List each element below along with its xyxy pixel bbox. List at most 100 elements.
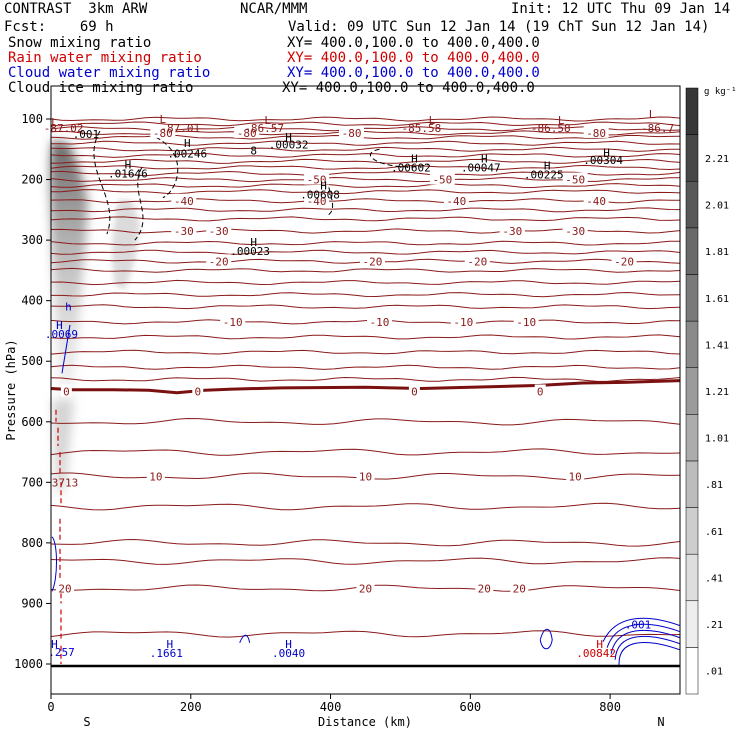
cloudwater-label: .0069 bbox=[45, 328, 78, 341]
contour-label-bg bbox=[192, 384, 204, 397]
center-title: NCAR/MMM bbox=[240, 1, 308, 17]
extra-label: -85.58 bbox=[402, 122, 442, 135]
contour-label-bg bbox=[366, 314, 392, 327]
x-tick-label: 600 bbox=[459, 700, 481, 714]
contour-label: -10 bbox=[453, 316, 473, 329]
cloudice-contours bbox=[93, 130, 429, 241]
contour-label: -20 bbox=[614, 255, 634, 268]
forecast-hour: Fcst: 69 h bbox=[4, 19, 114, 35]
cloudwater-label: .00842 bbox=[576, 647, 616, 660]
field-cloudice-name: Cloud ice mixing ratio bbox=[8, 80, 194, 96]
extra-label: -87.02 bbox=[44, 122, 84, 135]
extra-label: .00608 bbox=[300, 189, 340, 202]
contour-label-bg bbox=[220, 314, 246, 327]
temp-contour-line bbox=[50, 417, 681, 426]
colorbar-label: 1.61 bbox=[705, 294, 729, 305]
temp-contour-line bbox=[50, 183, 681, 189]
temp-contour-line bbox=[50, 240, 681, 246]
x-end-label-north: N bbox=[657, 715, 664, 729]
contour-label-bg bbox=[146, 469, 165, 482]
colorbar-label: .61 bbox=[705, 527, 723, 538]
field-rain-name: Rain water mixing ratio bbox=[8, 50, 202, 66]
contour-label: -80 bbox=[153, 127, 173, 140]
contour-label: 10 bbox=[359, 470, 372, 483]
cloudwater-contour-right bbox=[618, 642, 681, 666]
temp-contour-line bbox=[50, 198, 681, 204]
contour-label: -20 bbox=[467, 255, 487, 268]
low-marker: L bbox=[649, 108, 656, 121]
high-marker: H bbox=[411, 152, 418, 165]
contour-label: 0 bbox=[537, 386, 544, 399]
contour-label: 20 bbox=[58, 582, 71, 595]
valid-time: Valid: 09 UTC Sun 12 Jan 14 (19 ChT Sun … bbox=[288, 19, 710, 35]
field-snow-xy: XY= 400.0,100.0 to 400.0,400.0 bbox=[287, 35, 540, 51]
cloudwater-label: .1661 bbox=[150, 647, 183, 660]
x-axis-label: Distance (km) bbox=[318, 715, 412, 729]
colorbar-swatch bbox=[685, 647, 699, 695]
contour-labels: -80 -80 -80 -80-50 -50 -50-40 -40 -40 -40-30 -30-… bbox=[44, 108, 674, 660]
contour-label: -30 bbox=[174, 225, 194, 238]
extra-label: .00023 bbox=[230, 245, 270, 258]
colorbar-label: 2.01 bbox=[705, 201, 729, 212]
colorbar-label: .21 bbox=[705, 620, 723, 631]
contour-label-bg bbox=[443, 193, 469, 206]
contour-label-bg bbox=[304, 193, 330, 206]
rain-contour-left bbox=[55, 409, 62, 664]
extra-label: -86.7 bbox=[641, 122, 674, 135]
contour-label: -50 bbox=[565, 174, 585, 187]
high-marker: H bbox=[596, 638, 603, 651]
low-marker: L bbox=[160, 113, 167, 126]
high-marker: H bbox=[184, 137, 191, 150]
freezing-level-contour bbox=[50, 379, 681, 395]
y-tick-label: 300 bbox=[21, 233, 43, 247]
snow-plume-lower bbox=[52, 400, 74, 500]
contour-label-bg bbox=[206, 224, 232, 237]
field-rain-xy: XY= 400.0,100.0 to 400.0,400.0 bbox=[287, 50, 540, 66]
colorbar-swatch bbox=[685, 460, 699, 508]
temp-contour-line bbox=[50, 334, 681, 340]
high-marker: H bbox=[320, 180, 327, 193]
low-marker: L bbox=[558, 114, 565, 127]
contour-label: 0 bbox=[63, 386, 70, 399]
contour-label: -80 bbox=[342, 127, 362, 140]
contour-label: -30 bbox=[209, 225, 229, 238]
plot-frame bbox=[50, 85, 681, 695]
contour-label: -20 bbox=[363, 255, 383, 268]
colorbar-swatch bbox=[685, 507, 699, 555]
colorbar-label: 1.21 bbox=[705, 387, 729, 398]
contour-label: -30 bbox=[502, 225, 522, 238]
high-marker: H bbox=[125, 158, 132, 171]
y-tick-label: 600 bbox=[21, 415, 43, 429]
temp-contour-line bbox=[50, 116, 681, 122]
contour-label: 20 bbox=[359, 582, 372, 595]
contour-label: -80 bbox=[586, 127, 606, 140]
high-marker: H bbox=[56, 319, 63, 332]
high-marker: H bbox=[51, 638, 58, 651]
cloudwater-label: .257 bbox=[48, 646, 75, 659]
cloudwater-contour-right bbox=[606, 623, 681, 648]
y-tick-label: 500 bbox=[21, 354, 43, 368]
snow-plume-main bbox=[49, 140, 88, 400]
field-snow-name: Snow mixing ratio bbox=[8, 35, 152, 51]
contour-label: -10 bbox=[516, 316, 536, 329]
contour-label-bg bbox=[171, 224, 197, 237]
cloudwater-contour-right bbox=[610, 629, 681, 654]
field-cloudwater-name: Cloud water mixing ratio bbox=[8, 65, 211, 81]
low-marker: L bbox=[429, 114, 436, 127]
temp-contour-line bbox=[50, 557, 681, 565]
extra-label: -86.58 bbox=[531, 122, 571, 135]
temp-contour-line bbox=[50, 140, 681, 146]
contour-label-bg bbox=[562, 172, 588, 185]
contour-label: -80 bbox=[237, 127, 257, 140]
temp-contour-line bbox=[50, 502, 681, 511]
colorbar-label: .81 bbox=[705, 480, 723, 491]
contour-label: 20 bbox=[478, 582, 491, 595]
colorbar-swatch bbox=[685, 367, 699, 415]
contour-label-bg bbox=[450, 314, 476, 327]
extra-label: .00032 bbox=[269, 138, 309, 151]
y-tick-label: 1000 bbox=[14, 657, 43, 671]
cloudwater-label: .0040 bbox=[272, 647, 305, 660]
colorbar-swatch bbox=[685, 414, 699, 462]
